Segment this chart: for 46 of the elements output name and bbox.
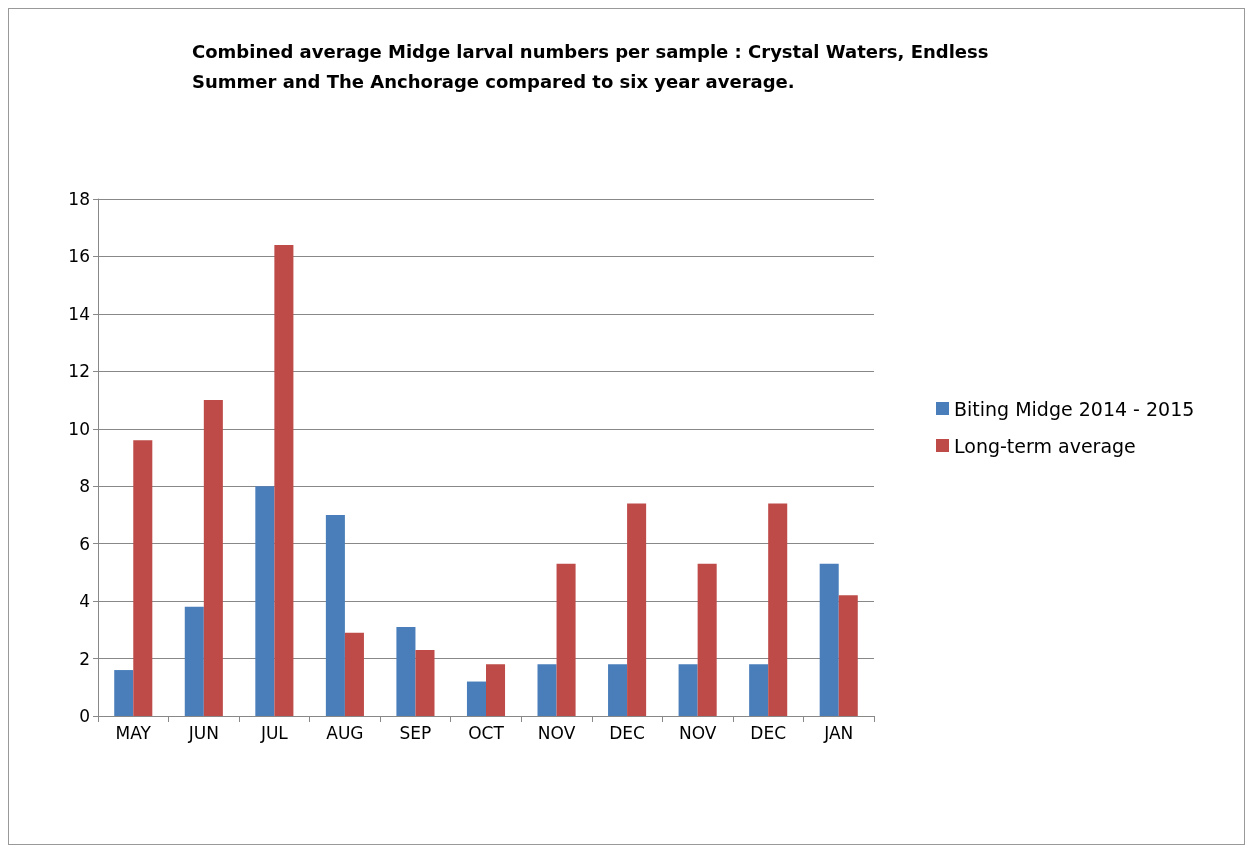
x-tick-label: AUG <box>326 722 364 743</box>
bar <box>838 595 858 716</box>
bar <box>184 606 204 716</box>
legend-label: Long-term average <box>954 434 1136 457</box>
bar <box>274 244 294 716</box>
chart-title: Combined average Midge larval numbers per sample : Crystal Waters, Endless Summer and The Anchorage compared to six year average. <box>192 40 995 92</box>
bar <box>466 681 486 716</box>
y-tick-label: 14 <box>68 303 90 324</box>
y-tick-label: 16 <box>68 246 90 267</box>
legend-label: Biting Midge 2014 - 2015 <box>954 397 1195 420</box>
y-tick-label: 4 <box>79 591 90 612</box>
y-tick-label: 2 <box>79 648 90 669</box>
bar <box>133 440 153 716</box>
bar <box>415 649 435 716</box>
bar <box>697 563 717 716</box>
bar <box>627 503 647 716</box>
x-tick-label: JUN <box>187 722 219 743</box>
bar <box>556 563 576 716</box>
y-tick-label: 18 <box>68 189 90 209</box>
x-tick-label: JUL <box>259 722 289 743</box>
x-tick-label: DEC <box>750 722 787 743</box>
bar <box>537 664 557 716</box>
bar <box>678 664 698 716</box>
y-tick-label: 8 <box>79 476 90 497</box>
x-tick-label: SEP <box>399 722 432 743</box>
y-tick-label: 6 <box>79 533 90 554</box>
bar <box>255 486 275 716</box>
x-tick-label: NOV <box>537 722 576 743</box>
bar <box>608 664 628 716</box>
x-tick-label: JAN <box>823 722 854 743</box>
x-tick-label: DEC <box>609 722 645 743</box>
x-tick-label: NOV <box>678 722 717 743</box>
bar <box>819 563 839 716</box>
bar <box>396 626 416 716</box>
y-tick-label: 0 <box>79 706 90 726</box>
x-tick-label: OCT <box>468 722 505 743</box>
bar <box>325 514 345 716</box>
bar <box>203 400 223 716</box>
y-tick-label: 10 <box>68 418 90 439</box>
bar <box>114 670 134 716</box>
bar <box>344 632 364 716</box>
bar <box>768 503 788 716</box>
bar <box>486 664 506 716</box>
x-tick-label: MAY <box>115 722 152 743</box>
y-tick-label: 12 <box>68 361 90 382</box>
bar <box>749 664 769 716</box>
